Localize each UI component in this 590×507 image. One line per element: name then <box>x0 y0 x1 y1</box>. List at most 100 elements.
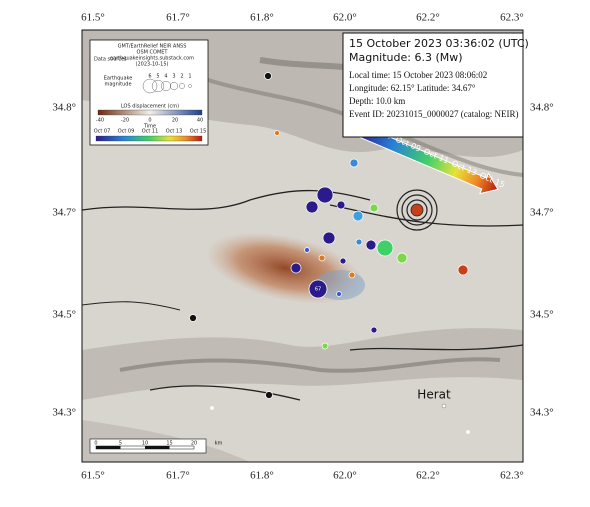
y-tick-label: 34.3° <box>530 407 554 419</box>
time-tick-label: Oct 09 <box>118 129 135 135</box>
event-marker <box>308 279 328 299</box>
legend-magnitude: 6 <box>148 74 151 80</box>
earthquake <box>336 291 342 297</box>
x-tick-label: 61.8° <box>250 470 274 482</box>
earthquake <box>336 200 346 210</box>
event-marker-label: 67 <box>315 287 321 293</box>
x-tick-label: 61.8° <box>250 12 274 24</box>
los-tick-label: 20 <box>172 118 178 124</box>
x-tick-label: 62.0° <box>333 470 357 482</box>
scale-label: 10 <box>142 441 148 447</box>
time-tick-label: Oct 13 <box>166 129 183 135</box>
earthquake <box>466 430 470 434</box>
los-tick-label: -40 <box>96 118 104 124</box>
x-tick-label: 62.3° <box>500 470 524 482</box>
place-label: Herat <box>417 388 451 402</box>
scale-label: 20 <box>191 441 197 447</box>
earthquake <box>365 239 377 251</box>
earthquake <box>264 72 272 80</box>
y-tick-label: 34.5° <box>530 309 554 321</box>
legend-magnitude: 1 <box>188 74 191 80</box>
los-tick-label: 40 <box>197 118 203 124</box>
legend-magnitude: 5 <box>156 74 159 80</box>
info-box: 15 October 2023 03:36:02 (UTC) Magnitude… <box>342 32 529 138</box>
scale-bar: 0 5 10 15 20 km <box>89 438 223 454</box>
earthquake <box>265 391 273 399</box>
x-tick-label: 61.5° <box>81 12 105 24</box>
legend-magnitude-label: Earthquake <box>104 76 133 82</box>
y-tick-label: 34.8° <box>530 102 554 114</box>
time-tick-label: Oct 07 <box>94 129 111 135</box>
mainshock-ring <box>396 189 438 231</box>
legend-magnitude: 3 <box>172 74 175 80</box>
earthquake <box>290 262 302 274</box>
earthquake <box>189 314 197 322</box>
scale-label: 15 <box>166 441 172 447</box>
legend: Data sources GMT/EarthRelief NEIR ANSSOS… <box>89 39 209 146</box>
event-title: 15 October 2023 03:36:02 (UTC) <box>349 37 529 50</box>
earthquake <box>369 203 379 213</box>
earthquakes <box>189 72 470 434</box>
legend-magnitude-label: magnitude <box>104 82 131 88</box>
time-colorbar <box>95 135 203 142</box>
legend-source: (2023-10-15) <box>136 62 169 68</box>
mainshock-ring <box>406 199 428 221</box>
scale-label: km <box>215 441 223 447</box>
event-location: Longitude: 62.15° Latitude: 34.67° <box>349 83 476 93</box>
x-tick-label: 62.2° <box>416 12 440 24</box>
los-colorbar <box>97 109 203 116</box>
earthquake <box>318 254 326 262</box>
earthquake <box>376 239 394 257</box>
legend-magnitude-circle <box>142 78 158 94</box>
earthquake <box>370 326 378 334</box>
legend-source: GMT/EarthRelief NEIR ANSS <box>118 44 187 50</box>
x-tick-label: 62.3° <box>500 12 524 24</box>
earthquake <box>274 130 280 136</box>
earthquake <box>322 231 336 245</box>
earthquake <box>396 252 408 264</box>
y-tick-label: 34.3° <box>52 407 76 419</box>
mainshock-ring <box>401 194 433 226</box>
legend-magnitude-circle <box>151 79 165 93</box>
legend-source: earthquakeinsights.substack.com <box>110 56 194 62</box>
time-tick-label: Oct 15 <box>190 129 207 135</box>
los-tick-label: -20 <box>121 118 129 124</box>
y-tick-label: 34.5° <box>52 309 76 321</box>
earthquake <box>339 257 347 265</box>
mainshock <box>410 203 424 217</box>
x-tick-label: 61.7° <box>166 470 190 482</box>
earthquake <box>349 158 359 168</box>
legend-sources-label: Data sources <box>94 57 127 63</box>
earthquake <box>316 186 334 204</box>
map-frame <box>81 29 524 463</box>
legend-magnitude-circle <box>188 84 192 88</box>
scale-label: 0 <box>94 441 97 447</box>
x-tick-label: 62.0° <box>333 12 357 24</box>
y-tick-label: 34.7° <box>52 207 76 219</box>
event-magnitude: Magnitude: 6.3 (Mw) <box>349 51 463 64</box>
legend-magnitude-circle <box>179 83 185 89</box>
city <box>441 403 447 409</box>
scale-label: 5 <box>119 441 122 447</box>
earthquake <box>210 406 214 410</box>
legend-source: OSM COMET <box>137 50 169 56</box>
earthquake <box>321 342 329 350</box>
event-depth: Depth: 10.0 km <box>349 96 405 106</box>
time-tick-label: Oct 11 <box>142 129 159 135</box>
y-tick-label: 34.7° <box>530 207 554 219</box>
legend-magnitude: 4 <box>164 74 167 80</box>
time-arrow <box>354 123 499 195</box>
los-tick-label: 0 <box>148 118 151 124</box>
x-tick-label: 61.7° <box>166 12 190 24</box>
event-id: Event ID: 20231015_0000027 (catalog: NEI… <box>349 109 518 119</box>
legend-los-label: LOS displacement (cm) <box>121 104 179 110</box>
legend-magnitude-circle <box>160 80 171 91</box>
event-local-time: Local time: 15 October 2023 08:06:02 <box>349 70 487 80</box>
x-tick-label: 61.5° <box>81 470 105 482</box>
legend-time-label: Time <box>143 124 156 130</box>
x-tick-label: 62.2° <box>416 470 440 482</box>
legend-magnitude-circle <box>170 82 178 90</box>
earthquake <box>352 210 364 222</box>
earthquake <box>355 238 363 246</box>
